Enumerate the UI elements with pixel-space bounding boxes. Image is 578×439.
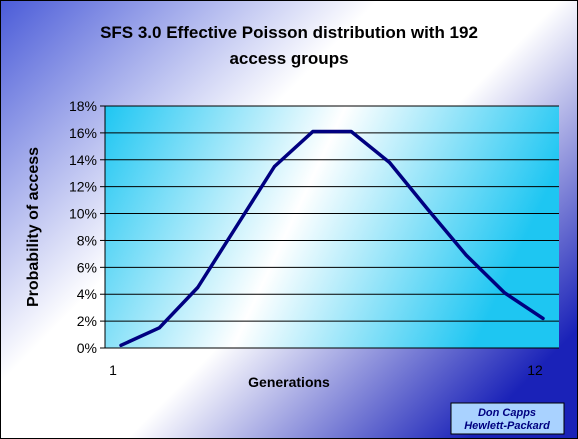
x-tick-label: 1 xyxy=(109,362,117,378)
credit-box-background xyxy=(450,402,565,435)
credit-line-2: Hewlett-Packard xyxy=(464,420,550,432)
credit-line-1: Don Capps xyxy=(478,407,536,419)
y-tick-label: 4% xyxy=(77,286,97,302)
series-group xyxy=(119,129,545,348)
data-point xyxy=(464,253,468,257)
y-tick-label: 0% xyxy=(77,340,97,356)
data-point xyxy=(349,130,353,134)
y-tick-label: 16% xyxy=(69,125,97,141)
data-point xyxy=(234,225,238,229)
credit-box: Don Capps Hewlett-Packard xyxy=(450,402,565,435)
y-tick-label: 8% xyxy=(77,232,97,248)
data-point xyxy=(157,326,161,330)
data-point xyxy=(119,343,123,347)
x-axis-label: Generations xyxy=(248,374,330,390)
y-tick-label: 6% xyxy=(77,259,97,275)
data-point xyxy=(196,286,200,289)
y-tick-label: 10% xyxy=(69,206,97,222)
chart-title-line-1: SFS 3.0 Effective Poisson distribution w… xyxy=(100,23,478,42)
y-axis-label: Probability of access xyxy=(25,147,42,307)
y-tick-labels: 0% 2% 4% 6% 8% 10% 12% 14% 16% 18% xyxy=(69,98,105,356)
gridlines xyxy=(105,105,559,349)
data-point xyxy=(311,130,315,134)
data-point xyxy=(541,316,545,320)
y-tick-label: 2% xyxy=(77,313,97,329)
y-tick-label: 18% xyxy=(69,98,97,114)
y-tick-label: 14% xyxy=(69,152,97,168)
y-tick-label: 12% xyxy=(69,179,97,195)
x-tick-label: 12 xyxy=(527,362,543,378)
data-point xyxy=(503,291,507,295)
data-point xyxy=(388,160,392,164)
data-point xyxy=(426,208,430,212)
series-line xyxy=(119,129,545,348)
x-tick-labels: 1 12 xyxy=(109,362,543,378)
chart-title-line-2: access groups xyxy=(229,49,348,68)
data-point xyxy=(272,165,276,168)
